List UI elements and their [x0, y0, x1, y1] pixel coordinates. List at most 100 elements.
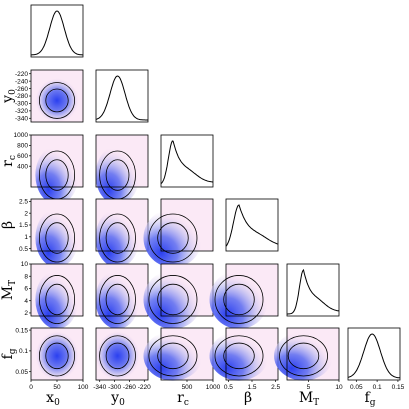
contour-inner — [45, 342, 69, 370]
panel-y0-y0 — [95, 69, 149, 123]
contour-inner — [157, 283, 189, 316]
contour-inner — [105, 342, 130, 370]
ytick-y0: -240 — [15, 78, 28, 85]
contour-inner — [105, 222, 130, 254]
panel-y0-fg: -340 -300 -260 -220 — [93, 327, 151, 391]
xtick-y0: -260 — [123, 384, 136, 391]
density-x0-y0 — [35, 78, 79, 123]
density-x0-MT — [35, 269, 79, 329]
contour-outer — [214, 335, 264, 377]
xtick-rc: 500 — [182, 384, 193, 391]
xlabel-rc: rc — [177, 390, 189, 408]
xtick-y0: -220 — [138, 384, 151, 391]
contour-outer — [214, 275, 264, 324]
ytick-MT: 2 — [24, 310, 28, 317]
panel-frame — [95, 69, 149, 123]
xtick-y0: -300 — [108, 384, 121, 391]
panel-rc-beta — [143, 198, 214, 268]
panel-rc-MT — [143, 263, 214, 329]
contour-outer — [38, 213, 76, 263]
panel-frame — [160, 134, 214, 188]
xtick-fg: 0.1 — [373, 384, 382, 391]
panel-y0-rc — [95, 134, 149, 205]
ylabel-beta: β — [0, 221, 16, 229]
ytick-beta: 1 — [24, 234, 28, 241]
panel-frame — [30, 263, 84, 317]
ytick-y0: -340 — [15, 115, 28, 122]
marginal-curve-x0 — [31, 10, 83, 56]
panel-MT-fg: 5 10 — [274, 327, 343, 391]
ytick-fg: 0.1 — [19, 348, 28, 355]
marginal-bg — [31, 5, 83, 57]
panel-frame — [225, 263, 279, 317]
xtick-x0: 50 — [53, 384, 61, 391]
xlabel-x0: x0 — [46, 390, 60, 408]
marginal-curve-MT — [287, 268, 340, 315]
panel-rc-fg: 500 1000 — [143, 327, 221, 391]
contour-outer — [38, 335, 76, 377]
panel-fg-fg: 0.05 0.1 0.15 — [347, 327, 405, 391]
ytick-y0: -300 — [15, 101, 28, 108]
panel-frame — [347, 327, 401, 381]
contour-outer — [38, 82, 76, 119]
xtick-fg: 0.05 — [350, 384, 363, 391]
contour-inner — [157, 342, 189, 370]
ytick-MT: 10 — [21, 261, 29, 268]
contour-inner — [223, 342, 255, 370]
panel-y0-MT — [95, 263, 149, 329]
contour-outer — [148, 335, 198, 377]
contour-inner — [105, 283, 130, 316]
contour-inner — [45, 88, 69, 113]
panel-frame — [225, 198, 279, 252]
xtick-rc: 1000 — [206, 384, 221, 391]
ytick-beta: 2 — [24, 210, 28, 217]
marginal-curve-beta — [225, 204, 279, 247]
marginal-bg — [348, 328, 400, 380]
panel-frame — [160, 198, 214, 252]
contour-inner — [223, 283, 255, 316]
panel-x0-y0: -340-320-300-280-260-240-220 — [15, 69, 84, 123]
ylabel-rc: rc — [0, 155, 18, 167]
ytick-rc: 1000 — [14, 132, 29, 139]
density-MT-fg — [274, 331, 334, 381]
ylabel-fg: fg — [0, 348, 18, 359]
contour-outer — [99, 275, 136, 324]
marginal-bg — [161, 135, 213, 187]
panel-frame — [286, 327, 340, 381]
contour-outer — [148, 213, 198, 263]
xlabel-beta: β — [244, 390, 252, 406]
ytick-y0: -280 — [15, 93, 28, 100]
density-beta-fg — [209, 331, 269, 381]
xtick-x0: 0 — [29, 384, 33, 391]
xtick-beta: 0.5 — [224, 384, 233, 391]
panel-frame — [30, 4, 84, 58]
ytick-rc: 400 — [17, 163, 28, 170]
ytick-MT: 6 — [24, 286, 28, 293]
ylabel-y0: y0 — [0, 89, 18, 104]
xlabel-y0: y0 — [110, 390, 125, 408]
panel-beta-beta — [225, 198, 279, 252]
xtick-x0: 100 — [78, 384, 89, 391]
marginal-curve-y0 — [95, 75, 148, 121]
contour-inner — [105, 159, 130, 191]
density-rc-MT — [143, 269, 203, 329]
panel-y0-beta — [95, 198, 149, 268]
density-y0-beta — [95, 208, 140, 268]
contour-outer — [99, 213, 136, 263]
density-rc-beta — [143, 208, 203, 268]
marginal-curve-rc — [160, 140, 214, 185]
panel-x0-beta: 0.5 1 1.5 2 2.5 — [19, 199, 84, 268]
contour-outer — [99, 335, 136, 377]
panel-rc-rc — [160, 134, 214, 188]
ytick-beta: 0.5 — [19, 246, 28, 253]
ytick-beta: 1.5 — [19, 222, 28, 229]
ytick-rc: 600 — [17, 153, 28, 160]
density-x0-rc — [35, 145, 79, 205]
density-rc-fg — [143, 331, 203, 381]
panel-x0-x0 — [30, 4, 84, 58]
xlabel-MT: MT — [299, 390, 319, 408]
xtick-beta: 2.5 — [271, 384, 280, 391]
contour-outer — [38, 275, 76, 324]
xtick-MT: 5 — [307, 384, 311, 391]
